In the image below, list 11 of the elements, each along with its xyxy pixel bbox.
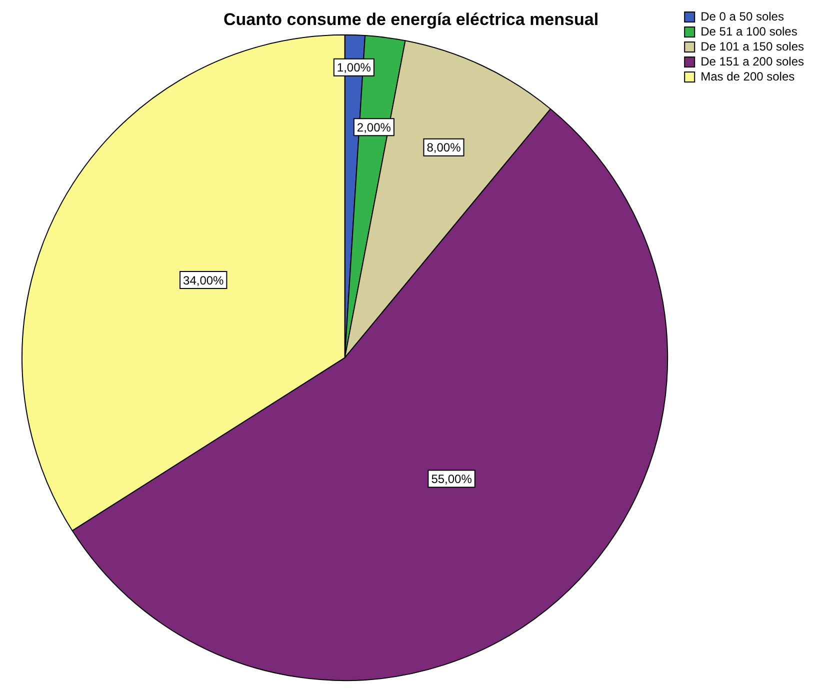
legend-label: De 51 a 100 soles (700, 24, 798, 38)
chart-title: Cuanto consume de energía eléctrica mensual (223, 10, 599, 29)
data-label: 1,00% (336, 60, 372, 75)
data-label: 8,00% (426, 140, 462, 155)
data-label: 2,00% (356, 120, 392, 134)
legend-label: De 151 a 200 soles (700, 54, 804, 68)
legend-label: De 101 a 150 soles (700, 39, 804, 54)
data-label: 55,00% (431, 472, 472, 486)
data-label: 34,00% (183, 273, 224, 288)
legend-label: De 0 a 50 soles (700, 9, 784, 24)
legend-label: Mas de 200 soles (700, 69, 795, 84)
